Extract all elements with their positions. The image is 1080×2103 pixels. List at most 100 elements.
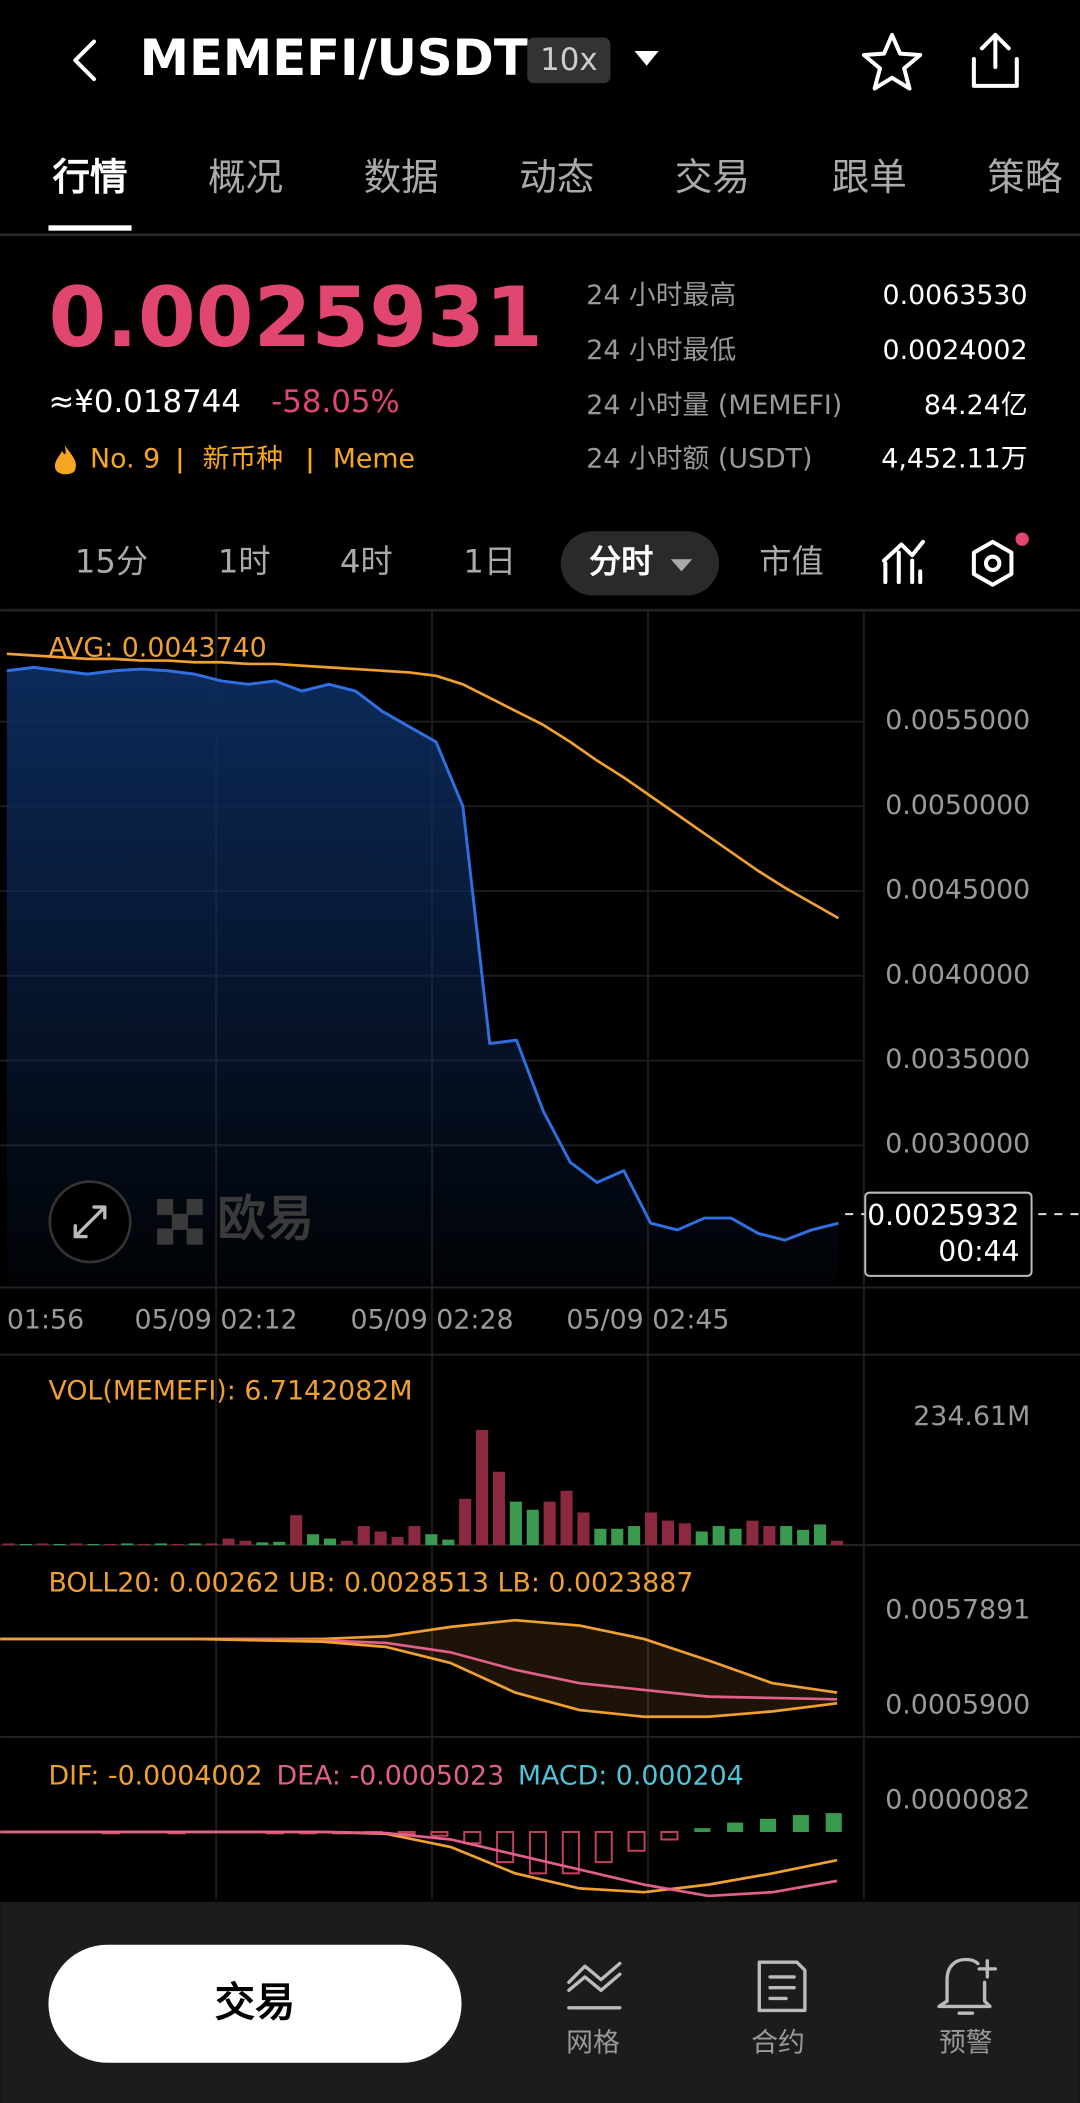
volume-bar (36, 1543, 49, 1546)
contract-icon[interactable] (757, 1960, 807, 2013)
stat-value: 84.24亿 (924, 390, 1028, 421)
macd-bar (792, 1815, 809, 1832)
volume-bar (290, 1515, 303, 1546)
interval-selected-bg (560, 531, 720, 596)
tab[interactable]: 概况 (208, 155, 283, 199)
grid-icon[interactable] (567, 1961, 622, 2010)
price-chart: 0.0055000 0.0050000 0.0045000 0.0040000 0.00… (0, 652, 1080, 1288)
volume-chart: 234.61M (2, 1401, 1030, 1546)
macd-bar (496, 1830, 515, 1864)
fullscreen-icon (73, 1205, 107, 1239)
volume-bar (509, 1501, 522, 1546)
volume-bar (87, 1543, 100, 1546)
hot-icon (54, 445, 76, 475)
volume-bar (239, 1540, 252, 1546)
price-line (6, 665, 839, 1242)
tab[interactable]: 策略 (987, 155, 1062, 199)
volume-bar (678, 1523, 691, 1546)
favorite-button[interactable] (861, 32, 923, 91)
tab[interactable]: 跟单 (832, 155, 907, 199)
trade-button-label: 交易 (215, 1980, 295, 2026)
volume-bar (121, 1543, 134, 1546)
y-tick-label: 0.0045000 (885, 875, 1030, 906)
volume-bar (205, 1543, 218, 1546)
stat-value: 0.0024002 (883, 335, 1028, 366)
tab[interactable]: 交易 (675, 155, 750, 199)
volume-bar (104, 1543, 117, 1546)
stat-label: 24 小时最低 (586, 335, 736, 366)
nav-label: 合约 (751, 2027, 805, 2058)
y-tick-label: 0.0055000 (885, 705, 1030, 736)
volume-bar (628, 1526, 641, 1546)
volume-bar (543, 1501, 556, 1546)
last-price: 0.0025931 (48, 269, 542, 366)
volume-bar (746, 1520, 759, 1546)
volume-bar (594, 1528, 607, 1546)
volume-bar (526, 1509, 539, 1546)
back-button[interactable] (73, 39, 97, 82)
volume-bar (459, 1498, 472, 1546)
price-area (6, 667, 839, 1288)
volume-bar (256, 1542, 269, 1546)
indicator-button[interactable] (882, 539, 925, 585)
interval[interactable]: 4时 (340, 542, 393, 580)
x-tick-label: 05/09 02:12 (135, 1305, 298, 1336)
volume-bar (492, 1471, 505, 1546)
volume-bar (273, 1541, 286, 1546)
macd-label: MACD: 0.000204 (518, 1761, 744, 1792)
volume-bar (729, 1528, 742, 1546)
volume-bar (307, 1534, 320, 1546)
interval[interactable]: 分时 (589, 542, 653, 580)
tab[interactable]: 行情 (52, 155, 127, 199)
boll-chart: 0.0057891 0.0005900 (0, 1594, 1030, 1721)
stat-value: 0.0063530 (883, 280, 1028, 311)
y-tick-label: 0.0050000 (885, 790, 1030, 821)
y-tick-label: 0.0035000 (885, 1044, 1030, 1075)
volume-bar (323, 1538, 337, 1546)
macd-bar (430, 1830, 449, 1837)
volume-bar (340, 1540, 353, 1546)
macd-bar (759, 1818, 777, 1832)
trade-button[interactable] (48, 1944, 462, 2063)
x-tick-label: 05/09 02:45 (566, 1305, 729, 1336)
interval-dropdown[interactable] (670, 559, 693, 572)
volume-bar (695, 1531, 708, 1546)
volume-bar (154, 1543, 168, 1546)
macd-bar (825, 1813, 842, 1832)
volume-bar (830, 1540, 843, 1546)
boll-band (0, 1620, 838, 1717)
macd-bar (727, 1822, 744, 1832)
settings-button[interactable] (971, 539, 1014, 587)
macd-bar (627, 1830, 646, 1852)
tab[interactable]: 数据 (364, 155, 439, 199)
macd-chart: 0.0000082 (0, 1785, 1030, 1898)
volume-bar (357, 1526, 370, 1546)
volume-bar (408, 1526, 421, 1546)
stat-label: 24 小时额 (USDT) (586, 444, 812, 475)
x-tick-label: 05/09 02:28 (351, 1305, 514, 1336)
volume-bar (374, 1531, 387, 1546)
nav-label: 网格 (566, 2027, 620, 2058)
interval[interactable]: 1日 (463, 542, 516, 580)
volume-label: VOL(MEMEFI): 6.7142082M (48, 1376, 412, 1407)
interval[interactable]: 市值 (759, 542, 823, 580)
tab[interactable]: 动态 (519, 155, 594, 199)
boll-label: BOLL20: 0.00262 UB: 0.0028513 LB: 0.0023… (48, 1567, 693, 1598)
stat-value: 4,452.11万 (881, 444, 1027, 475)
alert-icon[interactable] (937, 1957, 998, 2015)
rank: No. 9 (90, 444, 160, 475)
interval[interactable]: 1时 (218, 542, 271, 580)
pair-dropdown[interactable] (634, 50, 659, 66)
current-price: 0.0025932 (867, 1199, 1019, 1232)
leverage-badge[interactable] (527, 37, 611, 84)
dea-label: DEA: -0.0005023 (276, 1761, 504, 1792)
volume-bar (425, 1534, 438, 1546)
interval[interactable]: 15分 (75, 542, 148, 580)
macd-bar (528, 1830, 548, 1875)
volume-bar (780, 1526, 793, 1546)
share-button[interactable] (971, 32, 1019, 88)
dif-label: DIF: -0.0004002 (48, 1761, 262, 1792)
volume-bar (560, 1490, 573, 1546)
y-tick-label: 0.0030000 (885, 1129, 1030, 1160)
